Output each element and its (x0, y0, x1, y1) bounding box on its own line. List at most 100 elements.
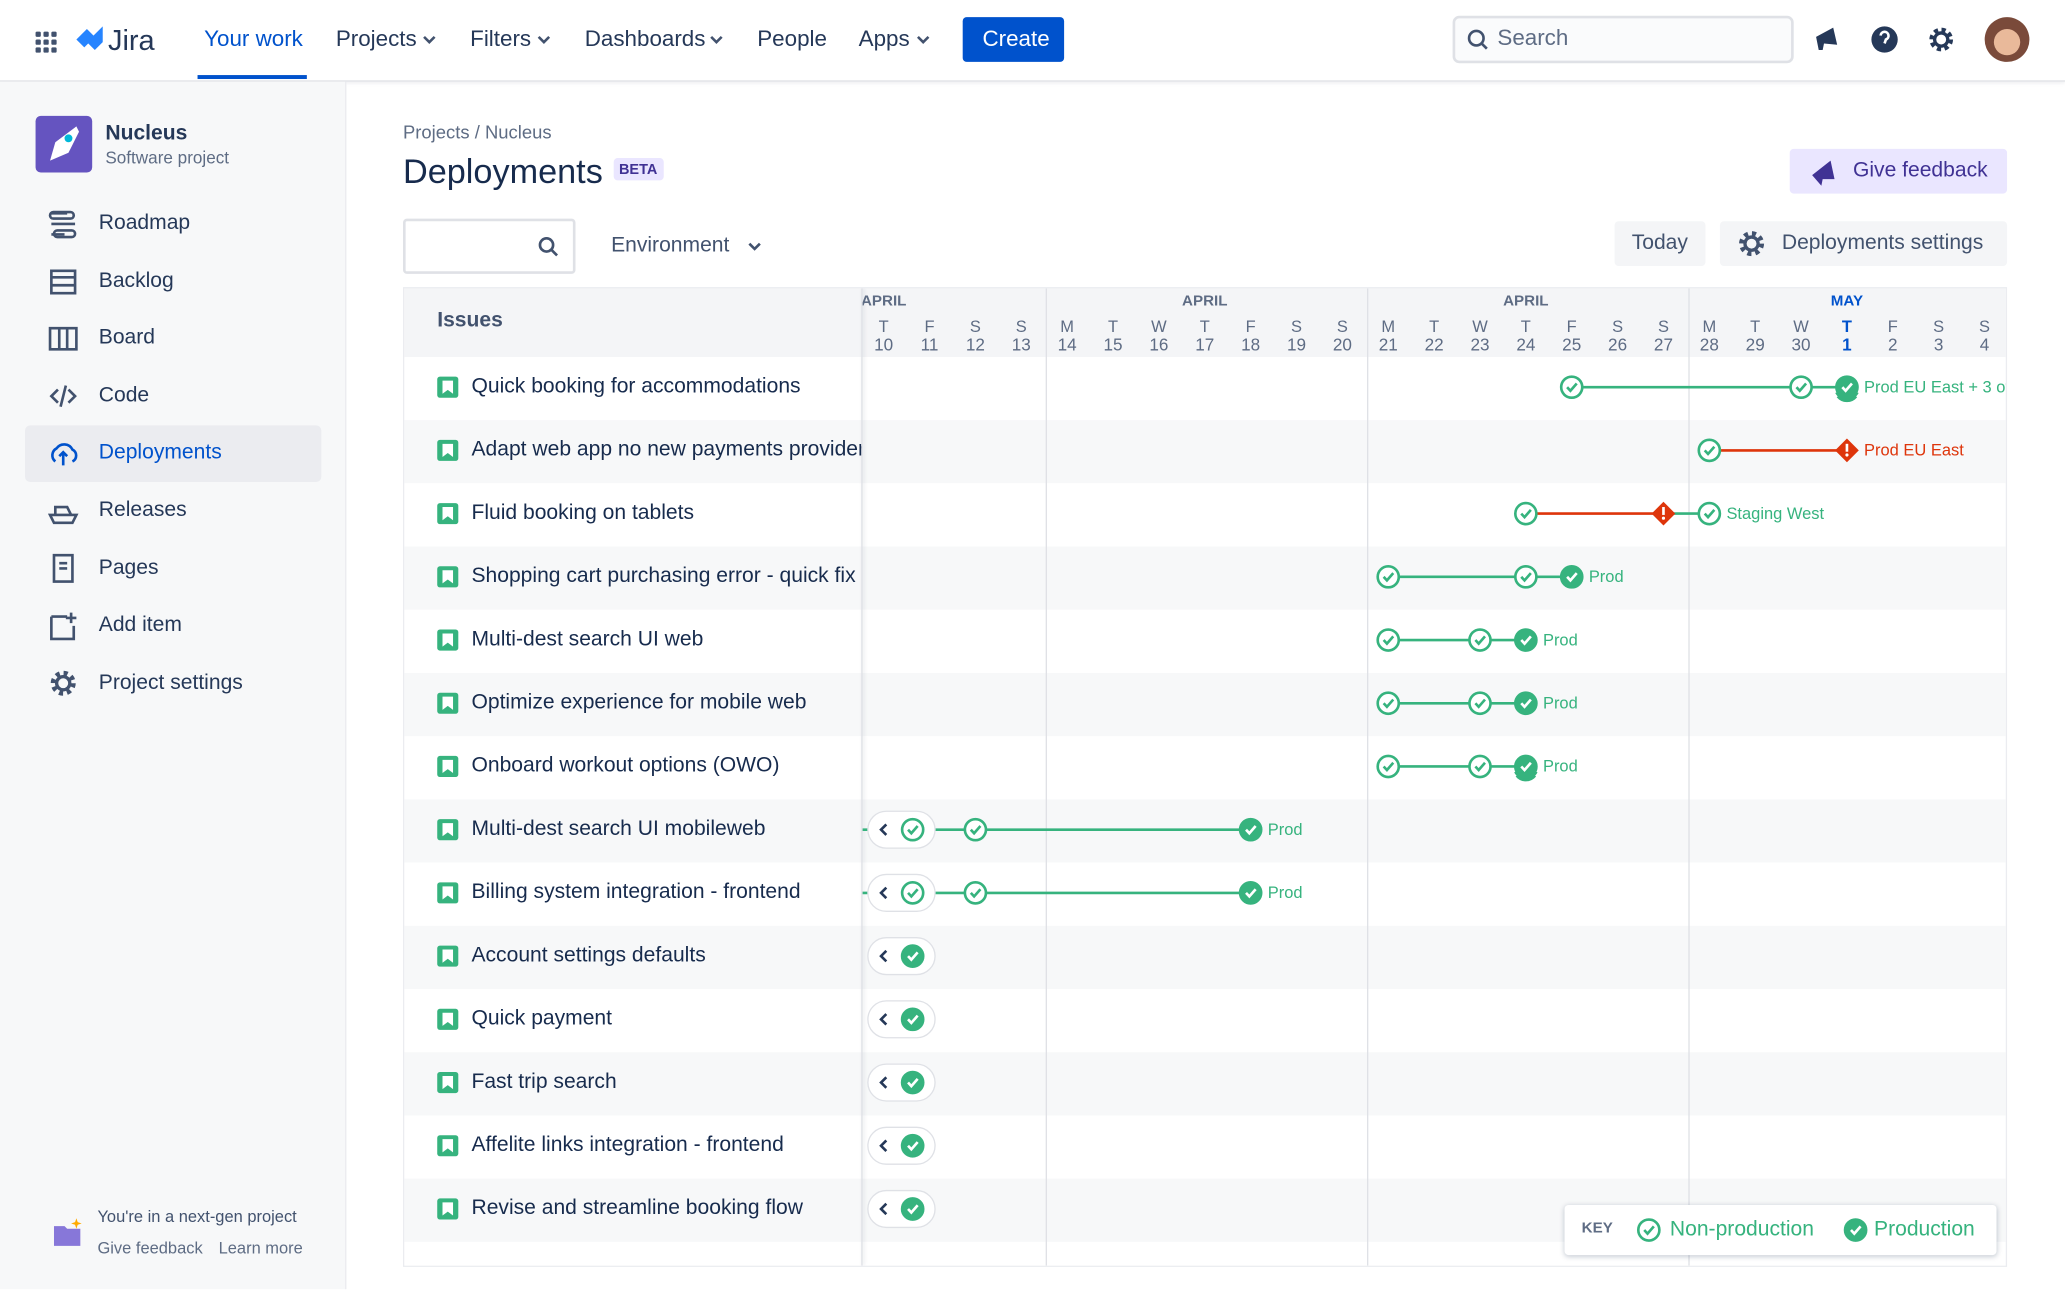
badge (613, 158, 664, 181)
production-icon (900, 1007, 925, 1032)
nav-item[interactable]: People (757, 26, 827, 52)
issue-icon-mark (442, 886, 454, 900)
search-box[interactable] (1452, 15, 1794, 64)
search-placeholder[interactable]: Search (1497, 25, 1569, 51)
column-divider (861, 288, 863, 1266)
environment-label: Prod EU East (1864, 440, 1964, 460)
app-switcher (35, 39, 41, 45)
stack (1515, 774, 1537, 782)
rocket-window (64, 134, 73, 143)
date: 10 (874, 334, 894, 355)
row (404, 925, 2006, 990)
nav-icon (50, 612, 77, 641)
week-line (1687, 288, 1690, 1266)
nav-item[interactable]: Dashboards (584, 26, 706, 52)
issue-name[interactable]: Onboard workout options (OWO) (471, 754, 780, 778)
sidebar-item[interactable]: Project settings (98, 671, 243, 694)
issue-name[interactable]: Account settings defaults (471, 944, 706, 967)
megaphone-icon (1812, 160, 1835, 186)
sidebar-item[interactable]: Deployments (98, 441, 222, 465)
page-title: Deployments (402, 150, 603, 191)
search-icon (1467, 29, 1485, 47)
breadcrumb[interactable]: Projects / Nucleus (402, 120, 552, 142)
issue-name[interactable]: Optimize experience for mobile web (471, 691, 807, 714)
filter-label[interactable]: Environment (611, 234, 730, 257)
sidebar-item[interactable]: Board (98, 326, 156, 350)
key-icons (1636, 1218, 1868, 1242)
logo-text: Jira (107, 23, 155, 56)
issue-name[interactable]: Quick booking for accommodations (471, 375, 801, 398)
feedback-label[interactable]: Give feedback (1852, 159, 1988, 182)
issue-name[interactable]: Billing system integration - frontend (471, 881, 801, 904)
date: 24 (1516, 334, 1536, 355)
weekday: T (1429, 316, 1440, 336)
issue-name[interactable]: Multi-dest search UI web (471, 628, 704, 651)
check (907, 1014, 919, 1025)
check (1520, 698, 1532, 709)
production-icon (1835, 375, 1859, 400)
production-icon (900, 1070, 925, 1095)
production-icon (1514, 691, 1538, 716)
key-title: KEY (1581, 1221, 1613, 1238)
sidebar-item[interactable]: Add item (98, 613, 182, 637)
notice: You're in a next-gen project (97, 1207, 297, 1226)
today-button[interactable] (1614, 221, 1706, 267)
check (907, 825, 919, 836)
sidebar-item[interactable]: Releases (98, 499, 187, 522)
sidebar-item[interactable]: Roadmap (98, 212, 191, 235)
issue-name[interactable]: Quick payment (471, 1007, 613, 1030)
issue-name[interactable]: Shopping cart purchasing error - quick f… (471, 564, 856, 588)
jira-logo (76, 26, 103, 51)
settings-icon (1929, 27, 1954, 52)
nav-item[interactable]: Apps (858, 26, 910, 52)
error-dot (1661, 516, 1666, 520)
sidebar-item[interactable]: Code (98, 384, 150, 407)
nav-item[interactable]: Filters (470, 26, 532, 52)
issue-icon-mark (442, 570, 454, 584)
issue-name[interactable]: Adapt web app no new payments provider (471, 438, 862, 461)
create-label[interactable]: Create (982, 26, 1050, 52)
date: 4 (1979, 334, 1990, 355)
month: APRIL (1503, 294, 1549, 310)
issue-name[interactable]: Fast trip search (471, 1070, 617, 1094)
row (404, 1115, 2006, 1179)
active-item (25, 425, 322, 483)
check (907, 1141, 919, 1152)
date: 23 (1470, 334, 1490, 355)
footer-link[interactable]: Learn more (218, 1238, 303, 1258)
table-header (404, 288, 2006, 359)
non-production-icon (1789, 375, 1813, 400)
row (404, 483, 2006, 547)
filter-search[interactable] (402, 218, 576, 274)
issue-icon-mark (442, 633, 454, 647)
date: 2 (1888, 334, 1898, 355)
issue-name[interactable]: Affelite links integration - frontend (471, 1133, 784, 1157)
production-icon (1238, 817, 1263, 842)
footer-link[interactable]: Give feedback (97, 1238, 203, 1258)
active-tab (197, 75, 307, 80)
sidebar-item[interactable]: Backlog (98, 269, 174, 292)
non-production-icon (1514, 501, 1538, 526)
nav-item[interactable]: Your work (204, 26, 303, 52)
production-icon (1843, 1218, 1868, 1242)
date: 15 (1103, 334, 1123, 355)
check (907, 951, 919, 962)
create-button[interactable] (962, 17, 1065, 62)
key-item: Non-production (1669, 1218, 1814, 1241)
nav-item[interactable]: Projects (335, 26, 417, 52)
search-icon (1480, 42, 1488, 50)
issue-name[interactable]: Revise and streamline booking flow (471, 1197, 803, 1220)
date: 29 (1745, 334, 1765, 355)
settings-button[interactable] (1719, 221, 2008, 267)
sidebar-item[interactable]: Pages (98, 556, 159, 579)
issue-name[interactable]: Multi-dest search UI mobileweb (471, 817, 766, 841)
today-label[interactable]: Today (1631, 231, 1688, 255)
check (1474, 761, 1486, 772)
project-name: Nucleus (105, 122, 188, 145)
environment-label: Prod (1267, 819, 1303, 839)
settings-label[interactable]: Deployments settings (1781, 231, 1984, 255)
issue-name[interactable]: Fluid booking on tablets (471, 501, 695, 525)
non-production-icon (1376, 628, 1401, 652)
